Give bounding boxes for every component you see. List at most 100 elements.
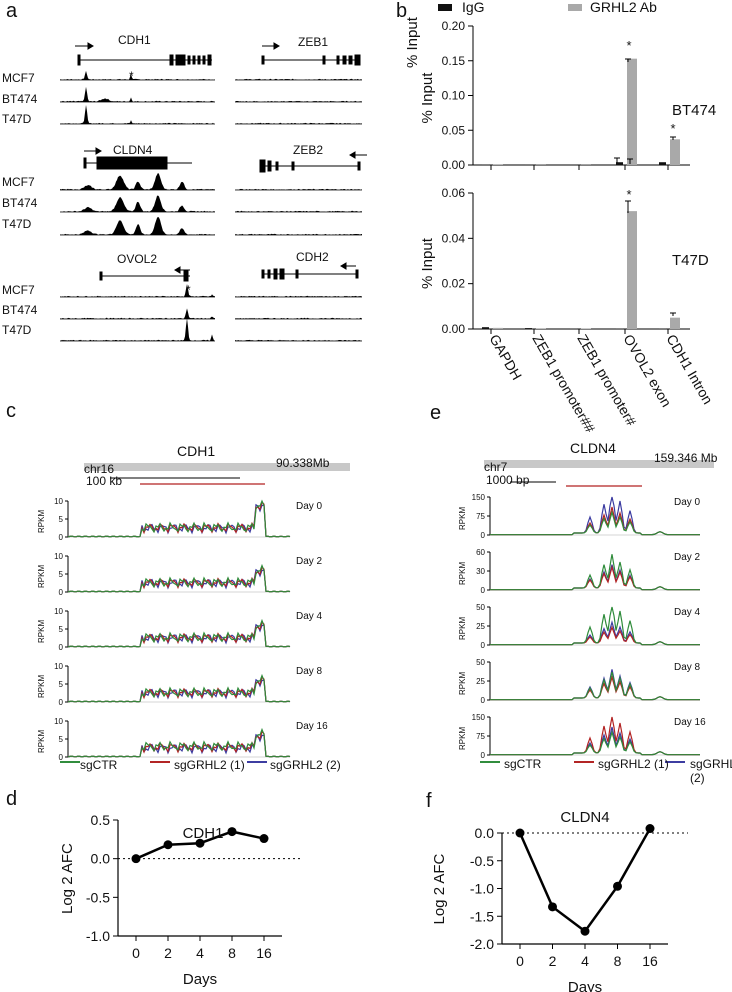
track-cdh2-t47d-signal [235, 339, 362, 341]
chart-title: CLDN4 [560, 809, 609, 826]
legend-e-sggrhl2-1: sgGRHL2 (1) [598, 757, 669, 771]
legend-e-sgctr: sgCTR [504, 757, 542, 771]
track-tick-label: 25 [476, 677, 485, 686]
gene-label-cdh2: CDH2 [296, 250, 329, 264]
legend-label-igg: IgG [462, 0, 485, 15]
chrom-bar [84, 463, 350, 471]
panel-c-title: CDH1 [177, 443, 216, 459]
track-cldn4-mcf7-signal [60, 172, 215, 190]
day-label: Day 0 [296, 501, 323, 512]
track-cldn4-t47d-signal [60, 216, 215, 235]
gene-label-zeb2: ZEB2 [293, 143, 324, 157]
track-tick-label: 150 [472, 713, 486, 722]
data-point [259, 834, 269, 844]
the t47d-bar-ab [670, 317, 680, 329]
track-tick-label: 0 [481, 586, 486, 595]
scale-label: 100 kb [86, 474, 123, 488]
the t47d-bar-ab [493, 327, 503, 329]
chip-tracks [60, 70, 362, 342]
signal-line [490, 509, 700, 536]
track-tick-label: 150 [472, 493, 486, 502]
signal-line [67, 727, 291, 758]
xtick-label: 2 [549, 953, 557, 969]
x-axis-label: Days [183, 971, 217, 988]
row-label-mcf7: MCF7 [2, 175, 35, 189]
ytick-label: 0.0 [91, 851, 111, 867]
signal-line [67, 673, 291, 703]
bt474-bar-igg [659, 162, 666, 165]
ytick-label: -1.0 [86, 928, 110, 944]
gene-model-ovol2 [99, 266, 190, 282]
signal-line [67, 563, 291, 593]
track-zeb1-t47d-signal [235, 122, 362, 124]
the t47d-bar-igg [525, 328, 532, 329]
legend-label-ab: GRHL2 Ab [590, 0, 657, 15]
panel-label-a: a [6, 0, 18, 22]
gene-model-zeb1 [261, 42, 361, 66]
gene-model-cldn4 [83, 147, 192, 170]
row-label-t47d: T47D [2, 217, 32, 231]
data-point [195, 838, 205, 848]
ytick-label: -1.5 [470, 908, 494, 924]
day-label: Day 16 [674, 717, 706, 728]
xtick-label: 8 [614, 953, 622, 969]
ytick-label: -0.5 [470, 853, 494, 869]
track-ylabel: RPKM [37, 620, 46, 643]
bt474-ytick-label: 0.05 [442, 123, 466, 137]
chart-title: CDH1 [183, 825, 224, 842]
track-zeb2-mcf7-signal [235, 188, 362, 190]
legend-sgctr: sgCTR [80, 758, 118, 772]
y-axis-label: Log 2 AFC [431, 853, 448, 924]
gene-model-cdh1 [75, 42, 212, 66]
track-ylabel: RPKM [37, 565, 46, 588]
row-label-bt474: BT474 [2, 303, 38, 317]
scale-label-e: 1000 bp [486, 473, 530, 487]
the t47d-bar-ab [627, 211, 637, 329]
the t47d-ylabel: % Input [419, 237, 436, 289]
track-tick-label: 50 [476, 603, 485, 612]
xtick-label: 16 [256, 945, 272, 961]
legend-sggrhl2-2: sgGRHL2 (2) [270, 758, 341, 772]
star-t47d-ovol2: * [626, 187, 631, 202]
xtick-label: 4 [196, 945, 204, 961]
data-point [645, 824, 655, 834]
bt474-ytick-label: 0.10 [442, 89, 466, 103]
row-label-t47d: T47D [2, 112, 32, 126]
signal-line [490, 606, 700, 646]
row-label-mcf7: MCF7 [2, 283, 35, 297]
signal-line [67, 618, 291, 648]
star-bt474-ovol2: * [626, 38, 631, 53]
track-ylabel: RPKM [458, 727, 467, 750]
gene-label-cldn4: CLDN4 [113, 143, 153, 157]
panel-label-d: d [6, 788, 18, 810]
row-label-bt474: BT474 [2, 196, 38, 210]
legend-swatch-igg [438, 4, 452, 11]
day-label: Day 16 [296, 721, 328, 732]
the t47d-ytick-label: 0.02 [442, 277, 466, 291]
legend-sggrhl2-1: sgGRHL2 (1) [174, 758, 245, 772]
bt474-bar-ab [670, 139, 680, 165]
track-tick-label: 10 [54, 552, 63, 561]
day-label: Day 4 [296, 611, 323, 622]
gene-label-cdh1: CDH1 [118, 33, 151, 47]
track-ylabel: RPKM [458, 617, 467, 640]
panel-label-e: e [430, 402, 442, 424]
data-line [518, 827, 652, 933]
star-cdh1: * [129, 69, 134, 83]
track-tick-label: 5 [59, 570, 64, 579]
track-zeb1-mcf7-signal [235, 78, 362, 80]
panel-label-c: c [6, 400, 16, 422]
day-label: Day 8 [296, 666, 323, 677]
track-tick-label: 50 [476, 658, 485, 667]
track-zeb2-t47d-signal [235, 233, 362, 235]
track-tick-label: 5 [59, 735, 64, 744]
gene-label-ovol2: OVOL2 [117, 252, 158, 266]
track-tick-label: 60 [476, 548, 485, 557]
legend-swatch-ab [568, 4, 582, 11]
gene-label-zeb1: ZEB1 [298, 35, 329, 49]
data-point [227, 827, 237, 837]
track-tick-label: 0 [481, 531, 486, 540]
cdh1-tracks: 10 5 0 RPKM Day 0 10 5 0 RPKM Day 2 10 5 0 RPKM Day 4 1… [37, 463, 350, 763]
